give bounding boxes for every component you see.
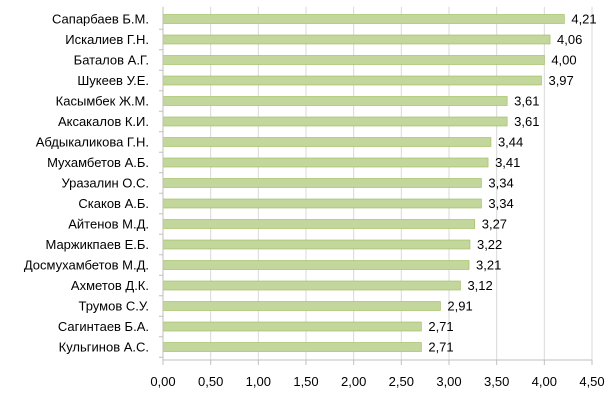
- data-label: 2,91: [447, 299, 472, 314]
- data-label: 4,00: [551, 53, 576, 68]
- data-label: 3,21: [476, 258, 501, 273]
- bar: [162, 178, 482, 188]
- bar: [162, 198, 482, 209]
- bar: [162, 260, 470, 270]
- bar: [162, 239, 471, 250]
- x-tick-label: 2,50: [389, 374, 414, 389]
- x-tick-label: 4,00: [532, 374, 557, 389]
- category-label: Касымбек Ж.М.: [56, 94, 149, 109]
- category-label: Мухамбетов А.Б.: [47, 155, 149, 170]
- bar: [162, 301, 441, 311]
- data-label: 3,22: [477, 237, 502, 252]
- x-tick-label: 1,50: [293, 374, 318, 389]
- data-label: 3,44: [498, 135, 523, 150]
- bar: [162, 75, 542, 86]
- x-tick-label: 3,00: [436, 374, 461, 389]
- category-label: Трумов С.У.: [79, 299, 149, 314]
- data-label: 3,41: [495, 155, 520, 170]
- data-label: 3,12: [467, 278, 492, 293]
- category-label: Айтенов М.Д.: [68, 217, 149, 232]
- category-label: Шукеев У.Е.: [77, 73, 149, 88]
- bar: [162, 55, 545, 65]
- bar: [162, 14, 565, 24]
- data-label: 2,71: [428, 319, 453, 334]
- category-label: Абдыкаликова Г.Н.: [36, 135, 149, 150]
- data-label: 3,61: [514, 114, 539, 129]
- bar: [162, 321, 422, 332]
- x-tick-label: 0,50: [198, 374, 223, 389]
- category-label: Кульгинов А.С.: [59, 340, 149, 355]
- bar: [162, 96, 508, 106]
- category-label: Сагинтаев Б.А.: [58, 319, 149, 334]
- x-tick-label: 3,50: [484, 374, 509, 389]
- labels: 0,00 0,50 1,00 1,50 2,00 2,50 3,00 3,50 4,00 4,50…: [24, 12, 605, 390]
- data-label: 3,27: [482, 217, 507, 232]
- data-label: 3,34: [488, 176, 513, 191]
- x-tick-label: 2,00: [341, 374, 366, 389]
- x-tick-label: 1,00: [246, 374, 271, 389]
- category-label: Уразалин О.С.: [61, 176, 149, 191]
- data-label: 2,71: [428, 340, 453, 355]
- category-label: Аксакалов К.И.: [58, 114, 149, 129]
- category-label: Искалиев Г.Н.: [65, 32, 149, 47]
- axes: [159, 6, 593, 365]
- x-tick-label: 4,50: [579, 374, 604, 389]
- data-label: 4,21: [571, 12, 596, 27]
- category-label: Баталов А.Г.: [74, 53, 149, 68]
- category-label: Маржикпаев Е.Б.: [45, 237, 149, 252]
- bar: [162, 137, 492, 147]
- data-label: 3,61: [514, 94, 539, 109]
- category-label: Сапарбаев Б.М.: [52, 12, 149, 27]
- data-label: 4,06: [557, 32, 582, 47]
- bar: [162, 116, 508, 127]
- bar: [162, 34, 551, 45]
- bar: [162, 342, 422, 352]
- x-tick-label: 0,00: [150, 374, 175, 389]
- category-label: Досмухамбетов М.Д.: [24, 258, 149, 273]
- data-label: 3,34: [488, 196, 513, 211]
- data-label: 3,97: [548, 73, 573, 88]
- bar: [162, 157, 489, 168]
- bar: [162, 280, 461, 291]
- category-label: Ахметов Д.К.: [71, 278, 149, 293]
- bar: [162, 219, 476, 229]
- category-label: Скаков А.Б.: [78, 196, 149, 211]
